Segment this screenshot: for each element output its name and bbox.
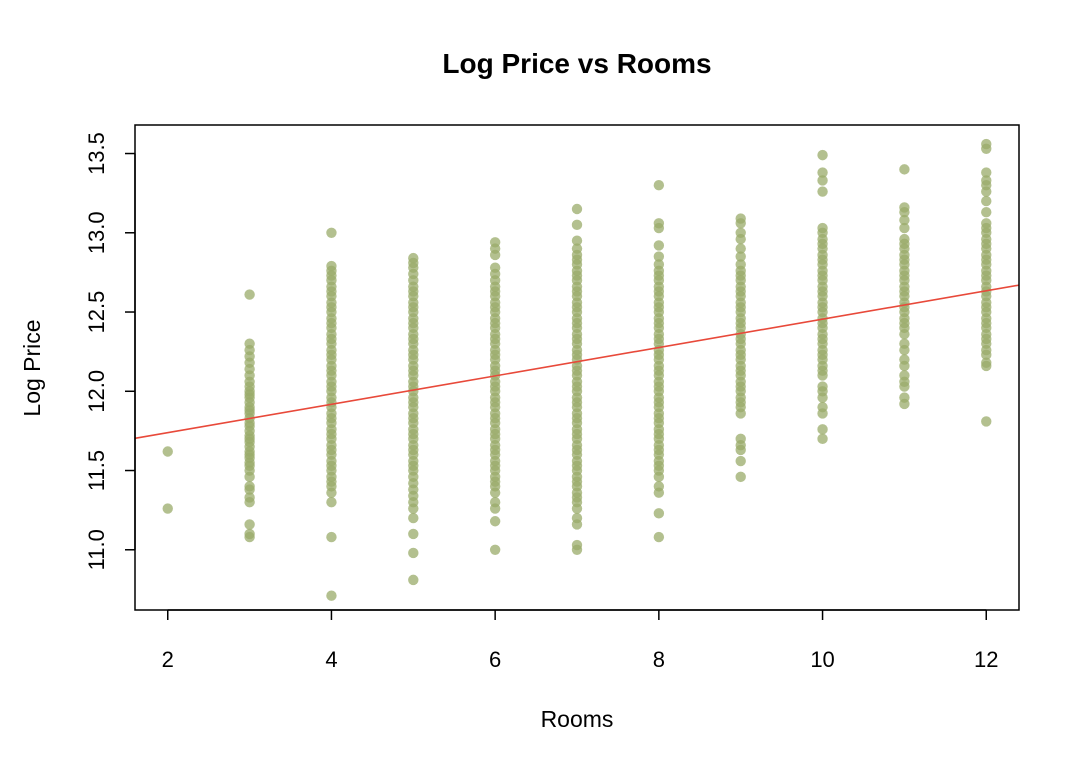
data-point [244,481,255,492]
data-point [735,243,746,254]
data-point [489,262,501,273]
x-tick-label: 2 [162,647,174,672]
data-point [981,416,992,427]
data-point [653,531,665,543]
x-tick-label: 8 [653,647,665,672]
y-axis: 11.0 11.5 12.0 12.5 13.0 13.5 [84,132,136,570]
chart-title: Log Price vs Rooms [442,48,711,79]
data-point [735,471,746,483]
data-point [981,206,992,218]
data-point [981,357,992,368]
data-point [735,455,746,467]
regression-line [134,284,1020,440]
data-point [817,222,828,234]
data-point [162,503,173,514]
data-point [899,202,910,213]
data-point [653,218,665,229]
data-point [326,227,337,238]
data-point [817,175,828,186]
data-point [653,508,665,519]
data-point [244,528,255,540]
data-point [735,433,746,445]
data-point [326,260,337,272]
y-tick-label: 13.0 [84,211,109,254]
data-point [571,203,583,215]
data-point [489,497,501,508]
data-point [571,512,583,524]
data-point [571,539,583,551]
data-point [899,222,910,234]
data-point [981,167,992,178]
data-point [408,252,419,264]
data-point [244,519,255,530]
points-layer [162,138,992,601]
y-tick-label: 11.0 [84,529,109,570]
data-point [817,424,828,435]
data-point [817,167,828,178]
data-point [817,186,828,197]
data-point [899,214,910,226]
data-point [817,381,828,392]
data-point [326,497,337,508]
data-point [408,512,419,524]
data-point [653,259,665,270]
x-tick-label: 4 [325,647,337,672]
data-point [899,338,910,349]
y-axis-label: Log Price [19,319,45,416]
x-axis: 2 4 6 8 10 12 [162,609,999,672]
data-point [735,259,746,270]
data-point [408,528,419,540]
data-point [326,531,337,543]
data-point [899,164,910,175]
x-tick-label: 12 [974,647,998,672]
data-point [571,243,583,254]
data-point [899,233,910,245]
data-point [735,251,746,262]
data-point [653,240,665,251]
data-point [899,370,910,381]
x-tick-label: 10 [810,647,834,672]
data-point [162,446,173,457]
data-point [735,213,746,224]
data-point [571,219,583,231]
x-tick-label: 6 [489,647,501,672]
data-point [817,149,828,161]
data-point [408,547,419,559]
data-point [408,574,419,586]
data-point [981,218,992,229]
data-point [244,338,255,349]
data-point [244,289,255,300]
data-point [653,481,665,492]
data-point [735,227,746,238]
data-point [981,195,992,207]
y-tick-label: 12.0 [84,370,109,413]
data-point [571,235,583,246]
data-point [817,401,828,413]
data-point [653,180,665,191]
data-point [899,392,910,403]
data-point [817,433,828,445]
data-point [981,138,992,150]
data-point [244,492,255,503]
y-tick-label: 13.5 [84,132,109,175]
data-point [489,544,501,555]
y-tick-label: 11.5 [84,450,109,491]
data-point [489,237,501,248]
data-point [326,590,337,601]
y-tick-label: 12.5 [84,291,109,334]
data-point [981,175,992,186]
data-point [489,516,501,527]
x-axis-label: Rooms [541,706,614,732]
data-point [653,251,665,262]
data-point [899,354,910,365]
